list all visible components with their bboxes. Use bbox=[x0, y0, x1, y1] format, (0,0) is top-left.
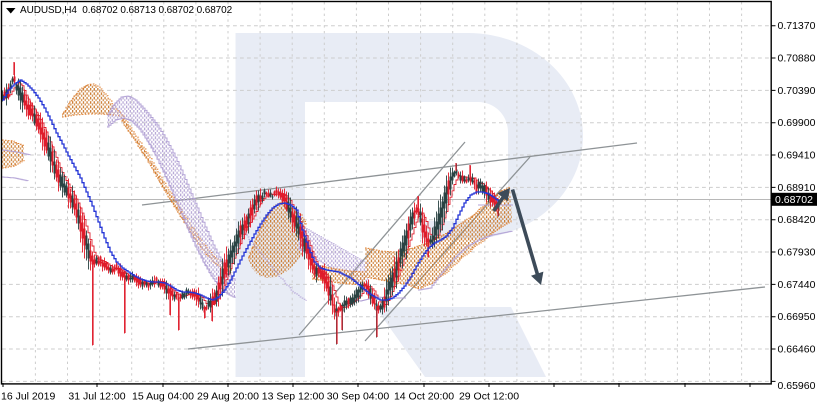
svg-text:29 Aug 20:00: 29 Aug 20:00 bbox=[197, 391, 259, 403]
svg-text:AUDUSD,H4 0.68702 0.68713 0.6: AUDUSD,H4 0.68702 0.68713 0.68702 0.6870… bbox=[20, 5, 233, 16]
svg-text:0.66950: 0.66950 bbox=[778, 311, 816, 323]
svg-text:29 Oct 12:00: 29 Oct 12:00 bbox=[459, 391, 519, 403]
svg-text:13 Sep 12:00: 13 Sep 12:00 bbox=[262, 391, 325, 403]
svg-text:0.68420: 0.68420 bbox=[778, 214, 816, 226]
svg-text:0.68910: 0.68910 bbox=[778, 182, 816, 194]
svg-text:0.65960: 0.65960 bbox=[778, 380, 816, 392]
svg-text:15 Aug 04:00: 15 Aug 04:00 bbox=[132, 391, 194, 403]
svg-text:0.67930: 0.67930 bbox=[778, 247, 816, 259]
svg-text:14 Oct 20:00: 14 Oct 20:00 bbox=[394, 391, 454, 403]
svg-text:0.69410: 0.69410 bbox=[778, 150, 816, 162]
svg-text:16 Jul 2019: 16 Jul 2019 bbox=[1, 391, 55, 403]
svg-text:0.70880: 0.70880 bbox=[778, 53, 816, 65]
svg-text:0.66460: 0.66460 bbox=[778, 344, 816, 356]
svg-text:0.71370: 0.71370 bbox=[778, 20, 816, 32]
svg-text:0.68702: 0.68702 bbox=[775, 194, 813, 206]
svg-text:30 Sep 04:00: 30 Sep 04:00 bbox=[327, 391, 390, 403]
svg-text:31 Jul 12:00: 31 Jul 12:00 bbox=[68, 391, 125, 403]
svg-text:0.69900: 0.69900 bbox=[778, 117, 816, 129]
svg-text:0.70390: 0.70390 bbox=[778, 85, 816, 97]
svg-text:0.67440: 0.67440 bbox=[778, 279, 816, 291]
